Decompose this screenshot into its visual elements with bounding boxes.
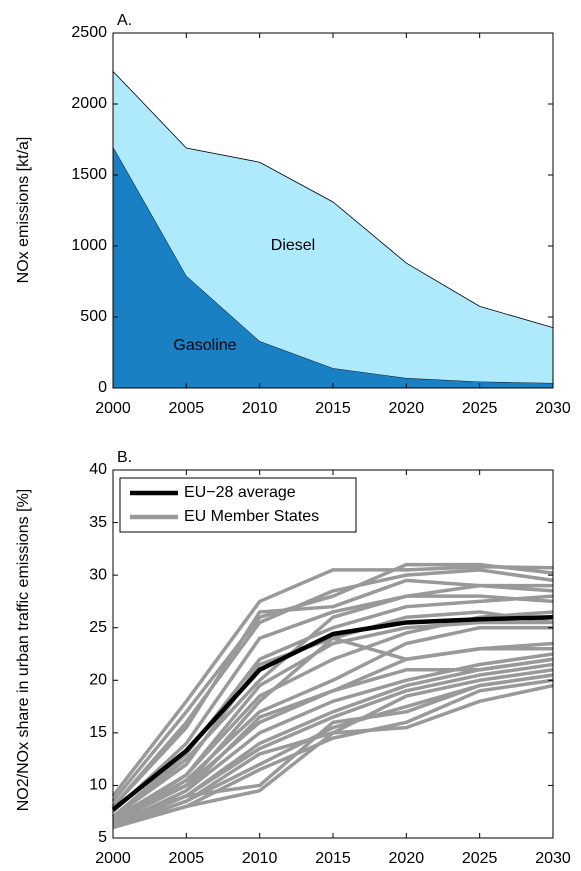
y-tick-label: 10 (89, 777, 107, 794)
line (111, 594, 554, 819)
y-tick-label: 0 (98, 379, 107, 396)
x-tick-label: 2000 (95, 400, 131, 417)
x-tick-label: 2005 (169, 400, 205, 417)
area (113, 71, 553, 384)
legend-label: EU−28 average (184, 484, 296, 501)
y-axis-label: NOx emissions [kt/a] (15, 137, 32, 284)
line (111, 562, 554, 803)
panel-title: A. (117, 12, 132, 29)
y-tick-label: 1500 (71, 166, 107, 183)
y-tick-label: 2000 (71, 95, 107, 112)
line (112, 673, 554, 824)
line (111, 594, 554, 819)
y-tick-label: 15 (89, 724, 107, 741)
x-tick-label: 2020 (389, 400, 425, 417)
line (112, 636, 554, 819)
y-tick-label: 25 (89, 619, 107, 636)
legend-label: EU Member States (184, 508, 319, 525)
line (111, 568, 554, 808)
area-label: Gasoline (173, 337, 236, 354)
y-tick-label: 2500 (71, 24, 107, 41)
x-tick-label: 2030 (535, 400, 571, 417)
x-tick-label: 2005 (169, 850, 205, 867)
line (111, 564, 554, 798)
x-tick-label: 2025 (462, 400, 498, 417)
x-tick-label: 2015 (315, 400, 351, 417)
line (111, 614, 554, 812)
panel-title: B. (117, 449, 132, 466)
x-tick-label: 2020 (389, 850, 425, 867)
line (112, 657, 554, 827)
x-tick-label: 2010 (242, 400, 278, 417)
y-tick-label: 35 (89, 514, 107, 531)
y-tick-label: 500 (80, 308, 107, 325)
x-tick-label: 2000 (95, 850, 131, 867)
y-tick-label: 5 (98, 829, 107, 846)
y-tick-label: 20 (89, 672, 107, 689)
line (111, 583, 553, 813)
x-tick-label: 2010 (242, 850, 278, 867)
y-tick-label: 1000 (71, 237, 107, 254)
line (112, 625, 553, 824)
y-axis-label: NO2/NOx share in urban traffic emissions… (15, 489, 32, 812)
area-label: Diesel (271, 237, 315, 254)
x-tick-label: 2025 (462, 850, 498, 867)
y-tick-label: 40 (89, 461, 107, 478)
x-tick-label: 2015 (315, 850, 351, 867)
area (113, 146, 553, 388)
area-edge (112, 71, 554, 329)
legend-box (119, 477, 357, 533)
y-tick-label: 30 (89, 566, 107, 583)
x-tick-label: 2030 (535, 850, 571, 867)
line (112, 683, 554, 830)
